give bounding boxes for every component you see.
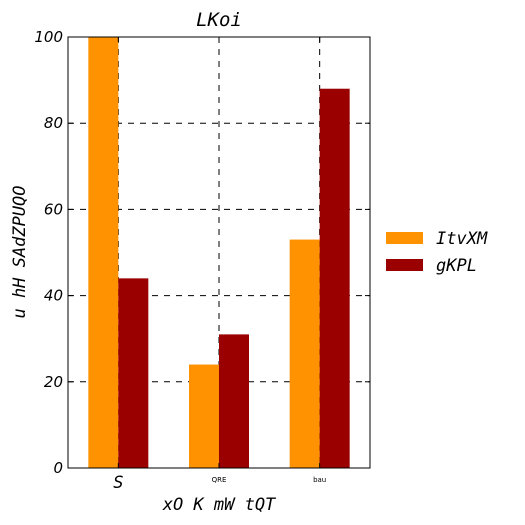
bar-gKPL-QRE (219, 334, 249, 468)
bar-ItvXM-S (88, 37, 119, 468)
y-tick-label: 0 (53, 459, 63, 477)
bar-gKPL-S (118, 278, 149, 468)
x-axis-label: xO K mW tQT (162, 495, 277, 515)
x-tick-label: QRE (212, 476, 227, 484)
bar-gKPL-bau (319, 88, 350, 468)
chart-title: LKoi (196, 9, 242, 31)
bar-ItvXM-QRE (189, 364, 219, 468)
y-tick-label: 40 (44, 287, 63, 305)
bar-ItvXM-bau (289, 239, 320, 468)
legend: ItvXM gKPL (386, 229, 488, 276)
legend-swatch (386, 232, 423, 244)
legend-swatch (386, 259, 423, 271)
axis-ticks (68, 36, 370, 469)
legend-label: gKPL (436, 256, 477, 276)
y-tick-label: 60 (44, 200, 63, 218)
x-tick-label: bau (313, 476, 326, 484)
legend-label: ItvXM (436, 229, 488, 249)
x-tick-labels: S QRE bau (113, 473, 326, 493)
y-axis-label: u hH SAdZPUQO (10, 185, 30, 318)
y-tick-label: 20 (44, 373, 63, 391)
y-tick-label: 100 (34, 28, 63, 46)
x-tick-label: S (113, 473, 123, 493)
y-tick-labels: 0 20 40 60 80 100 (34, 28, 63, 477)
y-tick-label: 80 (44, 114, 63, 132)
bars (88, 37, 350, 468)
